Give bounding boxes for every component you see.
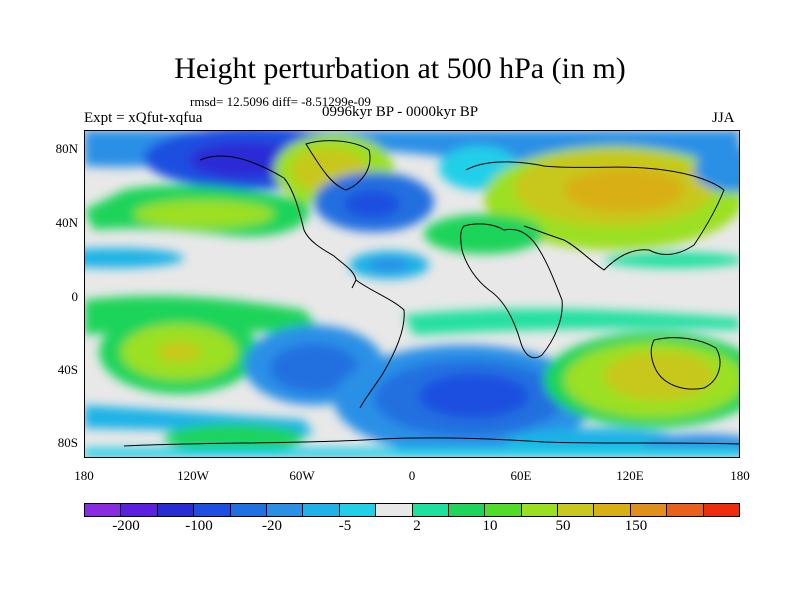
colorbar-swatch <box>266 504 304 516</box>
colorbar-swatch <box>376 504 413 516</box>
lon-label-180e: 180 <box>730 468 750 483</box>
colorbar-label: -200 <box>112 518 140 534</box>
colorbar-swatch <box>521 504 559 516</box>
colorbar-label: 50 <box>555 518 571 534</box>
colorbar-swatch <box>339 504 377 516</box>
colorbar-swatch <box>703 504 740 516</box>
colorbar-swatch <box>667 504 704 516</box>
colorbar-label: -5 <box>338 518 352 534</box>
lon-label-60w: 60W <box>289 468 315 483</box>
colorbar <box>84 503 740 517</box>
plot-title: Height perturbation at 500 hPa (in m) <box>174 52 626 85</box>
colorbar-swatch <box>448 504 486 516</box>
colorbar-label: -20 <box>262 518 282 534</box>
colorbar-swatch <box>121 504 158 516</box>
colorbar-label: -100 <box>185 518 213 534</box>
lon-label-180w: 180 <box>74 468 94 483</box>
colorbar-label: 150 <box>624 518 648 534</box>
colorbar-label: 2 <box>413 518 421 534</box>
lat-label-40s: 40S <box>57 362 78 377</box>
colorbar-swatch <box>230 504 267 516</box>
lon-label-120w: 120W <box>177 468 209 483</box>
lon-label-0: 0 <box>408 468 416 483</box>
colorbar-swatch <box>558 504 595 516</box>
experiment-label: Expt = xQfut-xqfua <box>84 110 203 126</box>
colorbar-swatch <box>412 504 449 516</box>
colorbar-swatch <box>594 504 631 516</box>
colorbar-swatch <box>630 504 668 516</box>
contour-fill <box>84 130 740 458</box>
colorbar-swatch <box>194 504 231 516</box>
colorbar-swatch <box>85 504 122 516</box>
lat-label-0: 0 <box>71 289 79 304</box>
lat-label-80s: 80S <box>57 435 78 450</box>
season-label: JJA <box>712 110 735 126</box>
colorbar-swatch <box>157 504 195 516</box>
coastlines <box>123 140 740 447</box>
lat-label-40n: 40N <box>55 215 78 230</box>
height-perturbation-map <box>84 130 740 458</box>
stats-line: rmsd= 12.5096 diff= -8.51299e-09 <box>190 94 371 109</box>
colorbar-label: 10 <box>482 518 498 534</box>
lon-label-120e: 120E <box>616 468 644 483</box>
colorbar-swatch <box>485 504 522 516</box>
lat-label-80n: 80N <box>55 141 78 156</box>
period-label: 0996kyr BP - 0000kyr BP <box>322 104 479 120</box>
colorbar-swatch <box>303 504 340 516</box>
lon-label-60e: 60E <box>510 468 532 483</box>
